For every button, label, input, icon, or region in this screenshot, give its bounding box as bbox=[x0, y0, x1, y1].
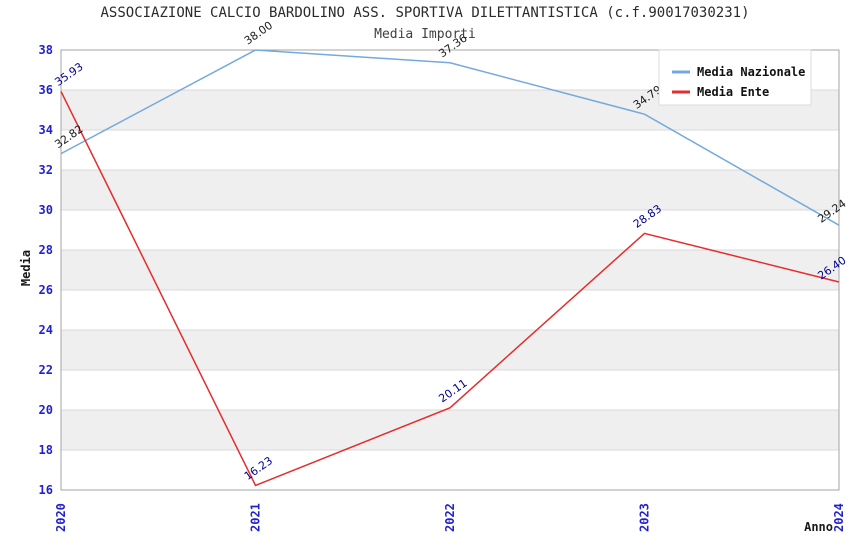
point-label: 16.23 bbox=[242, 454, 275, 483]
y-tick-label: 28 bbox=[39, 243, 53, 257]
plot-series bbox=[60, 49, 840, 487]
y-tick-label: 32 bbox=[39, 163, 53, 177]
legend-label-media-nazionale: Media Nazionale bbox=[697, 65, 805, 79]
chart-title: ASSOCIAZIONE CALCIO BARDOLINO ASS. SPORT… bbox=[100, 5, 750, 21]
series-line-media-nazionale bbox=[60, 49, 840, 226]
legend-box bbox=[658, 49, 812, 106]
y-tick-label: 18 bbox=[39, 443, 53, 457]
point-label: 37.36 bbox=[436, 32, 469, 61]
y-tick-label: 24 bbox=[39, 323, 53, 337]
x-tick-label: 2020 bbox=[54, 503, 68, 532]
x-tick-label: 2024 bbox=[832, 503, 846, 532]
x-tick-label: 2023 bbox=[638, 503, 652, 532]
point-label: 35.93 bbox=[52, 60, 85, 89]
x-tick-label: 2021 bbox=[249, 503, 263, 532]
point-label: 20.11 bbox=[436, 377, 469, 406]
band bbox=[61, 170, 839, 210]
y-tick-label: 36 bbox=[39, 83, 53, 97]
x-tick-label: 2022 bbox=[443, 503, 457, 532]
y-axis-label: Media bbox=[19, 250, 33, 286]
x-axis-label: Anno bbox=[804, 520, 833, 534]
y-tick-label: 38 bbox=[39, 43, 53, 57]
legend: Media Nazionale Media Ente bbox=[658, 49, 812, 106]
point-label: 38.00 bbox=[242, 19, 275, 48]
band bbox=[61, 330, 839, 370]
series-line-media-ente bbox=[60, 91, 840, 487]
y-tick-label: 20 bbox=[39, 403, 53, 417]
y-tick-label: 26 bbox=[39, 283, 53, 297]
chart-subtitle: Media Importi bbox=[374, 27, 476, 42]
y-tick-label: 22 bbox=[39, 363, 53, 377]
band bbox=[61, 250, 839, 290]
y-tick-label: 34 bbox=[39, 123, 53, 137]
y-tick-label: 16 bbox=[39, 483, 53, 497]
legend-label-media-ente: Media Ente bbox=[697, 85, 769, 99]
band bbox=[61, 410, 839, 450]
plot-frame bbox=[60, 49, 840, 491]
y-tick-label: 30 bbox=[39, 203, 53, 217]
